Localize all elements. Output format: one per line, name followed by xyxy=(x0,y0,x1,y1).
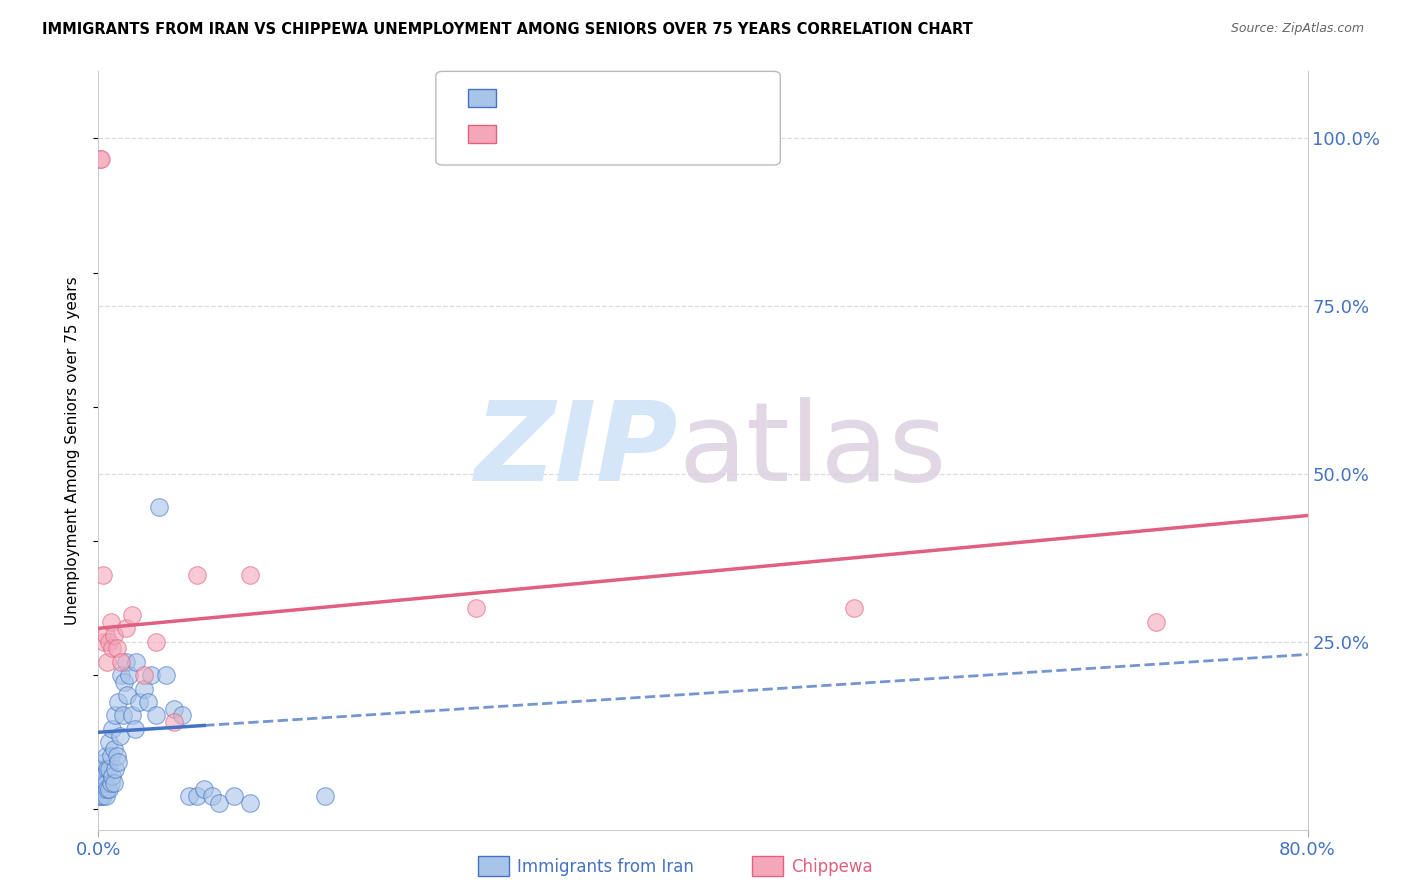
Point xyxy=(115,689,138,703)
Point xyxy=(114,621,136,635)
Point xyxy=(101,722,124,736)
Point xyxy=(145,634,167,648)
Point xyxy=(121,708,143,723)
Text: N =: N = xyxy=(626,125,665,143)
Point xyxy=(163,715,186,730)
Point xyxy=(90,789,112,803)
Point xyxy=(132,668,155,682)
Point xyxy=(105,641,128,656)
Point xyxy=(145,708,167,723)
Point xyxy=(132,681,155,696)
Point xyxy=(141,668,163,682)
Point xyxy=(107,756,129,770)
Text: Chippewa: Chippewa xyxy=(792,858,873,876)
Point xyxy=(98,634,121,648)
Point xyxy=(136,695,159,709)
Point xyxy=(112,675,135,690)
Point xyxy=(104,708,127,723)
Point xyxy=(89,789,111,803)
Point xyxy=(148,500,170,515)
Point xyxy=(91,567,114,582)
Point xyxy=(1144,615,1167,629)
Text: IMMIGRANTS FROM IRAN VS CHIPPEWA UNEMPLOYMENT AMONG SENIORS OVER 75 YEARS CORREL: IMMIGRANTS FROM IRAN VS CHIPPEWA UNEMPLO… xyxy=(42,22,973,37)
Text: ZIP: ZIP xyxy=(475,397,679,504)
Point xyxy=(103,742,125,756)
Point xyxy=(103,628,125,642)
Point xyxy=(844,601,866,615)
Point xyxy=(314,789,336,803)
Point xyxy=(110,668,132,682)
Point xyxy=(91,762,114,776)
Point xyxy=(155,668,177,682)
Point xyxy=(94,789,117,803)
Point xyxy=(186,567,208,582)
Point xyxy=(111,708,134,723)
Text: R =: R = xyxy=(513,89,553,107)
Point xyxy=(179,789,201,803)
Point xyxy=(163,702,186,716)
Point xyxy=(224,789,246,803)
Point xyxy=(114,655,136,669)
Point xyxy=(94,628,117,642)
Text: 22: 22 xyxy=(665,125,690,143)
Point xyxy=(100,748,122,763)
Point xyxy=(239,567,262,582)
Point xyxy=(90,769,112,783)
Point xyxy=(105,748,128,763)
Point xyxy=(94,775,117,789)
Point xyxy=(98,762,121,776)
Point xyxy=(239,796,262,810)
Point xyxy=(101,641,124,656)
Point xyxy=(98,782,121,797)
Point xyxy=(108,729,131,743)
Text: Source: ZipAtlas.com: Source: ZipAtlas.com xyxy=(1230,22,1364,36)
Point xyxy=(96,762,118,776)
Point xyxy=(93,769,115,783)
Point xyxy=(128,695,150,709)
Point xyxy=(93,782,115,797)
Text: atlas: atlas xyxy=(679,397,948,504)
Point xyxy=(89,152,111,166)
Point xyxy=(170,708,193,723)
Text: 0.118: 0.118 xyxy=(560,125,617,143)
Text: R =: R = xyxy=(513,125,558,143)
Point xyxy=(193,782,215,797)
Point xyxy=(118,668,141,682)
Text: Immigrants from Iran: Immigrants from Iran xyxy=(517,858,695,876)
Text: 57: 57 xyxy=(665,89,690,107)
Point xyxy=(104,762,127,776)
Point xyxy=(93,756,115,770)
Text: 0.063: 0.063 xyxy=(555,89,612,107)
Text: N =: N = xyxy=(626,89,665,107)
Point xyxy=(89,775,111,789)
Y-axis label: Unemployment Among Seniors over 75 years: Unemployment Among Seniors over 75 years xyxy=(65,277,80,624)
Point xyxy=(100,615,122,629)
Point xyxy=(96,655,118,669)
Point xyxy=(101,769,124,783)
Point xyxy=(96,782,118,797)
Point xyxy=(465,601,488,615)
Point xyxy=(186,789,208,803)
Point xyxy=(93,634,115,648)
Point xyxy=(125,655,148,669)
Point xyxy=(124,722,146,736)
Point xyxy=(91,789,114,803)
Point xyxy=(110,655,132,669)
Point xyxy=(90,782,112,797)
Point xyxy=(107,695,129,709)
Point xyxy=(90,152,112,166)
Point xyxy=(91,775,114,789)
Point xyxy=(100,775,122,789)
Point xyxy=(201,789,224,803)
Point xyxy=(103,775,125,789)
Point xyxy=(94,748,117,763)
Point xyxy=(121,607,143,622)
Point xyxy=(208,796,231,810)
Point xyxy=(98,735,121,749)
